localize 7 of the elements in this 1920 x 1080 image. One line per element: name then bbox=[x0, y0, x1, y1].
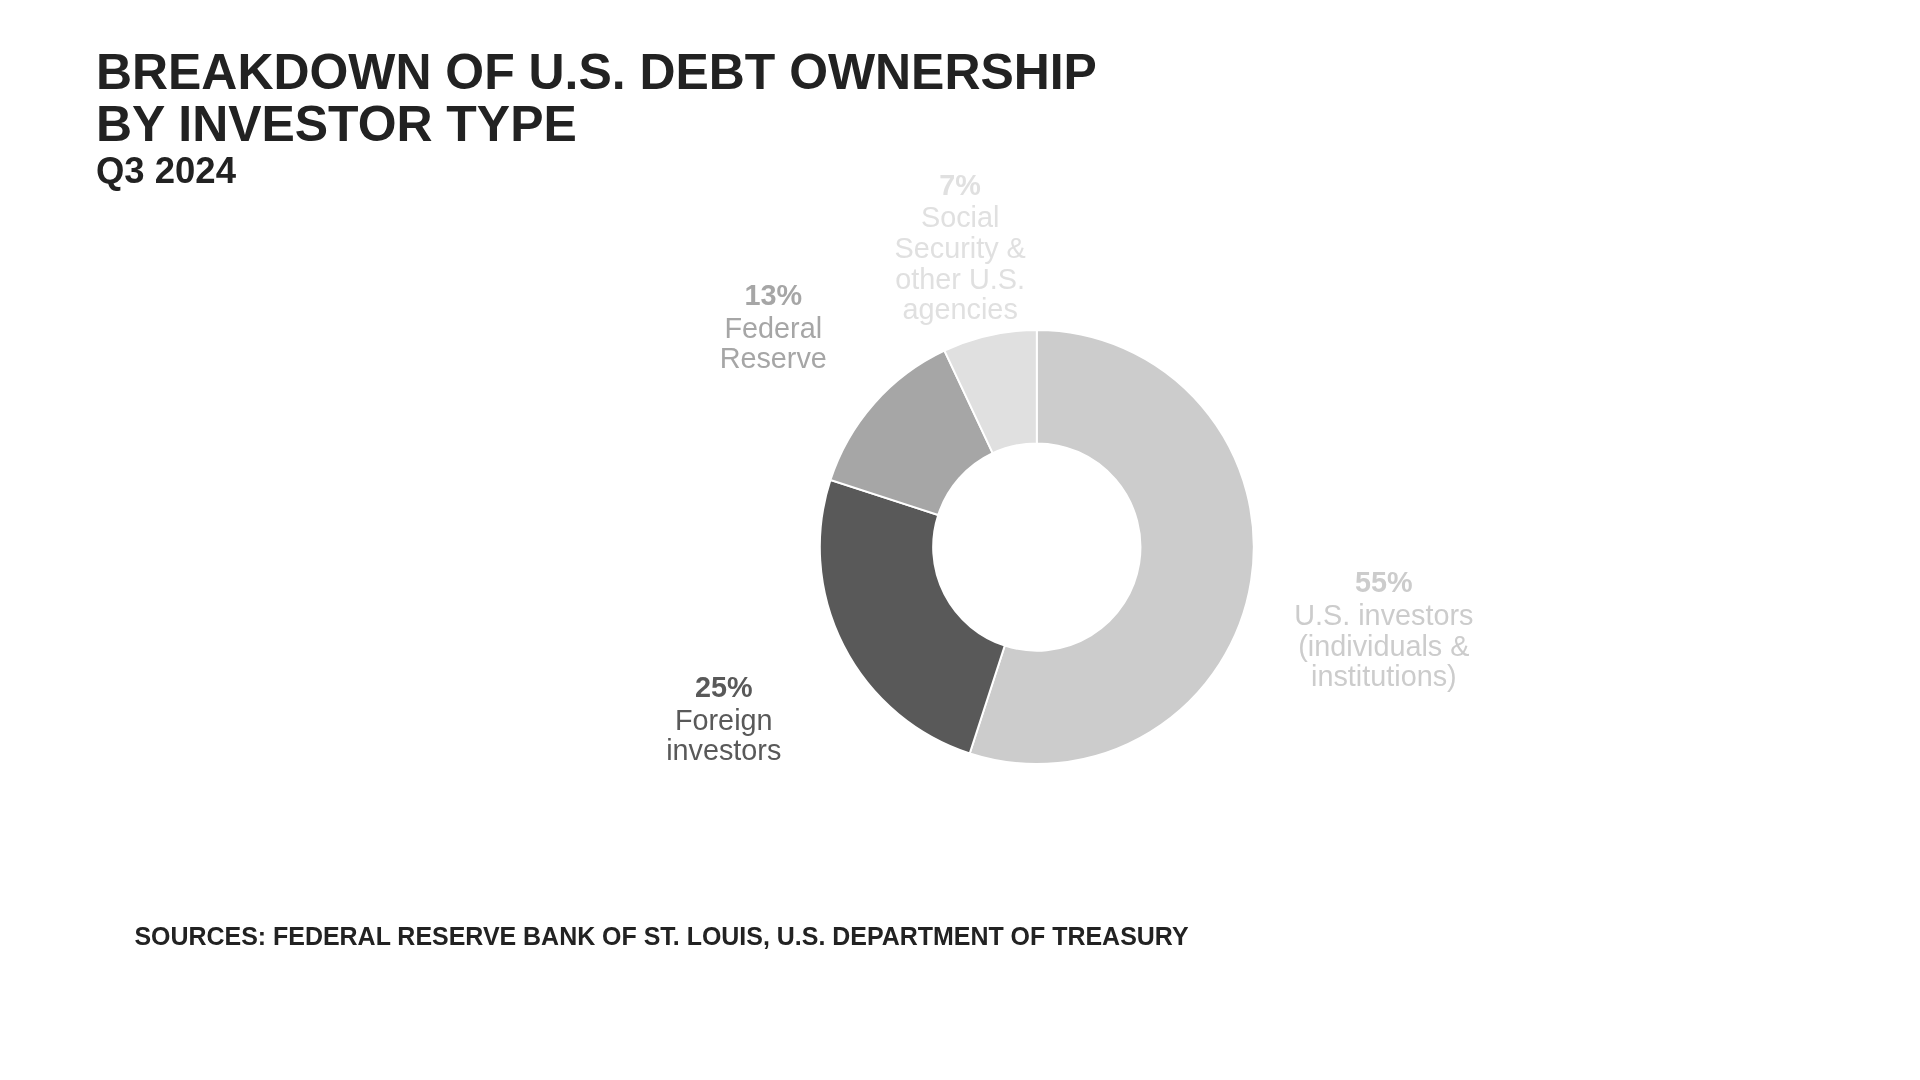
chart-title: BREAKDOWN OF U.S. DEBT OWNERSHIP BY INVESTOR TYPE bbox=[96, 44, 1097, 152]
data-label: 25% bbox=[694, 670, 753, 703]
source-note: SOURCES: FEDERAL RESERVE BANK OF ST. LOUIS, U.S. DEPARTMENT OF TREASURY bbox=[134, 922, 1189, 951]
text: Q3 2024 bbox=[96, 150, 237, 192]
data-label: 13% bbox=[744, 279, 803, 312]
slice-label: Foreign investors bbox=[666, 703, 782, 767]
slice-label: Federal Reserve bbox=[719, 311, 827, 375]
